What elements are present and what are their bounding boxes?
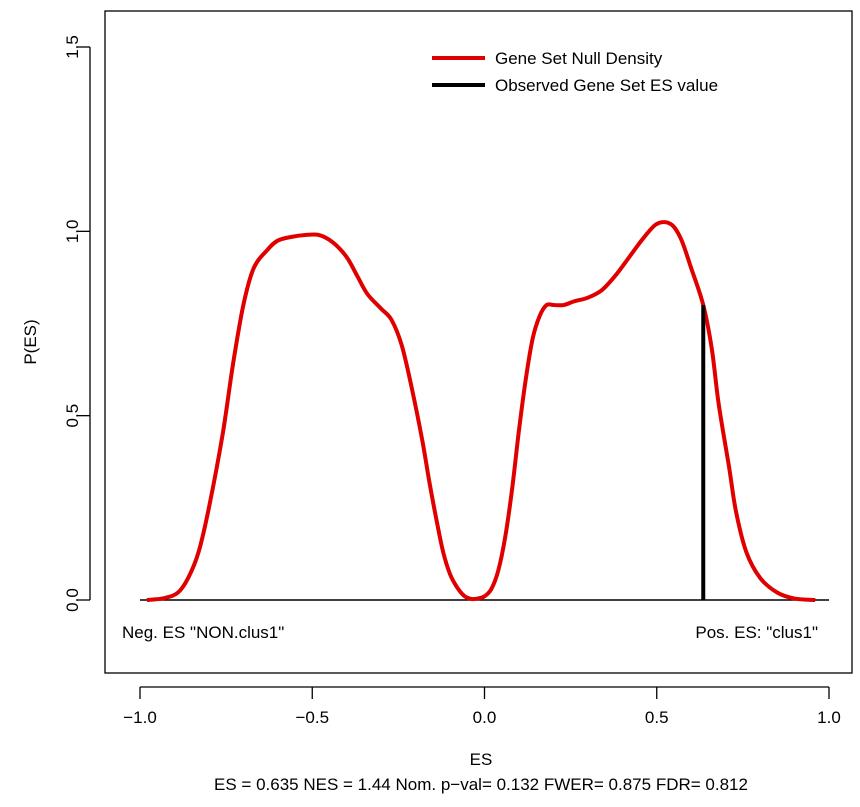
y-tick-label: 0.0 xyxy=(63,588,82,612)
x-tick-label: −0.5 xyxy=(295,708,329,727)
x-tick-label: 0.5 xyxy=(645,708,669,727)
y-tick-label: 0.5 xyxy=(63,404,82,428)
y-axis: 0.0 0.5 1.0 1.5 xyxy=(63,35,91,612)
null-density-curve xyxy=(146,220,816,602)
x-axis-title: ES xyxy=(470,750,493,769)
y-axis-title: P(ES) xyxy=(21,319,40,364)
x-axis: −1.0 −0.5 0.0 0.5 1.0 xyxy=(123,686,841,727)
annotation-pos-es: Pos. ES: "clus1" xyxy=(695,623,818,642)
x-tick-label: −1.0 xyxy=(123,708,157,727)
legend-label-observed-es: Observed Gene Set ES value xyxy=(495,76,718,95)
y-tick-label: 1.5 xyxy=(63,35,82,59)
y-tick-label: 1.0 xyxy=(63,220,82,244)
annotation-neg-es: Neg. ES "NON.clus1" xyxy=(122,623,284,642)
plot-frame xyxy=(104,10,853,674)
legend: Gene Set Null Density Observed Gene Set … xyxy=(432,49,718,95)
x-tick-label: 0.0 xyxy=(473,708,497,727)
plot-marks xyxy=(140,220,829,602)
legend-label-null-density: Gene Set Null Density xyxy=(495,49,663,68)
x-tick-label: 1.0 xyxy=(817,708,841,727)
chart-subtitle: ES = 0.635 NES = 1.44 Nom. p−val= 0.132 … xyxy=(214,775,748,794)
